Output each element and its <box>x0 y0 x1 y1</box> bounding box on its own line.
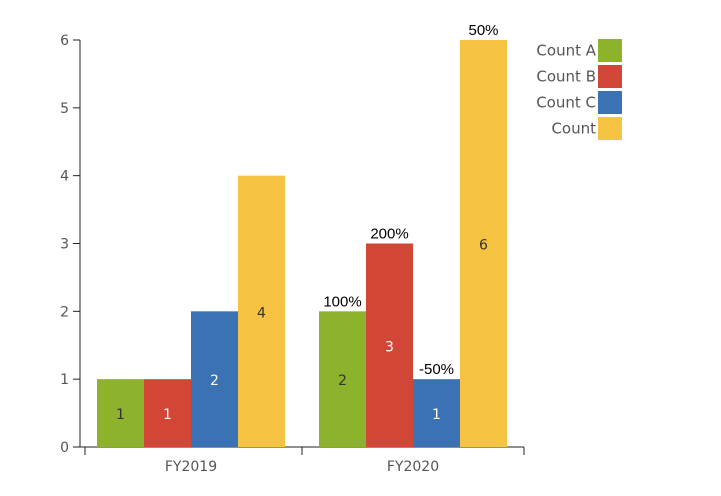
bar-value-label: 1 <box>163 407 172 423</box>
legend-swatch <box>598 39 622 62</box>
y-tick-label: 4 <box>60 169 69 185</box>
y-tick-label: 2 <box>60 304 69 320</box>
legend-swatch <box>598 117 622 140</box>
bar-count-c-fy2019 <box>191 311 238 447</box>
bar-value-label: 2 <box>338 373 347 389</box>
y-tick-label: 0 <box>60 440 69 456</box>
percent-change-label: -50% <box>419 361 454 378</box>
bar-value-label: 6 <box>479 238 488 254</box>
x-axis: FY2019 FY2020 <box>80 446 525 475</box>
bar-value-label: 3 <box>385 339 394 355</box>
bar-count-a-fy2019 <box>97 379 144 447</box>
legend-label: Count A <box>536 42 596 60</box>
legend-swatch <box>598 91 622 114</box>
y-tick-label: 5 <box>60 101 69 117</box>
y-tick-label: 1 <box>60 372 69 388</box>
legend-swatch <box>598 65 622 88</box>
y-tick-label: 6 <box>60 33 69 49</box>
bar-value-label: 1 <box>432 407 441 423</box>
bar-count-fy2019 <box>238 175 285 447</box>
legend-label: Count C <box>536 94 596 112</box>
legend-label: Count <box>551 120 596 138</box>
bars: 1 1 2 4 2 100% 3 200% 1 -50% 6 50% <box>97 22 507 447</box>
percent-change-label: 200% <box>370 226 408 243</box>
bar-count-b-fy2019 <box>144 379 191 447</box>
y-tick-label: 3 <box>60 237 69 253</box>
bar-count-c-fy2020 <box>413 379 460 447</box>
bar-count-fy2020 <box>460 40 507 447</box>
bar-value-label: 4 <box>257 305 266 321</box>
bar-count-b-fy2020 <box>366 243 413 447</box>
legend-label: Count B <box>536 68 596 86</box>
x-tick-label: FY2019 <box>165 459 217 475</box>
percent-change-label: 50% <box>468 22 498 39</box>
percent-change-label: 100% <box>323 293 361 310</box>
x-tick-label: FY2020 <box>387 459 439 475</box>
legend: Count A Count B Count C Count <box>536 39 622 140</box>
bar-count-a-fy2020 <box>319 311 366 447</box>
bar-value-label: 1 <box>116 407 125 423</box>
bar-value-label: 2 <box>210 373 219 389</box>
y-axis: 0 1 2 3 4 5 6 <box>60 33 81 456</box>
